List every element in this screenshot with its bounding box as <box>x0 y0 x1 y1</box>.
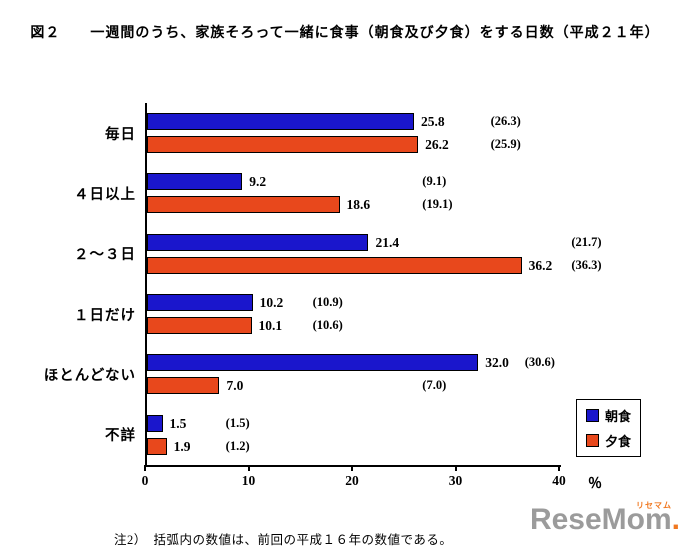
bar-value-label: 1.5 <box>169 415 187 431</box>
x-tick-mark <box>351 465 353 471</box>
bar-group: 1.5 (1.5) 1.9 (1.2) <box>147 414 561 455</box>
bar-row-dinner: 1.9 (1.2) <box>147 437 561 455</box>
legend-label-dinner: 夕食 <box>605 434 632 449</box>
bar-row-dinner: 36.2 (36.3) <box>147 256 602 274</box>
footnote: 注2） 括弧内の数値は、前回の平成１６年の数値である。 <box>114 533 453 547</box>
x-tick-label: 40 <box>552 473 566 488</box>
bar-group: 25.8 (26.3) 26.2 (25.9) <box>147 113 561 154</box>
x-axis-ticks: 0 10 20 30 40 <box>142 465 566 495</box>
bar-breakfast <box>147 233 369 251</box>
bar-group: 32.0 (30.6) 7.0 (7.0) <box>147 354 561 395</box>
x-tick-label: 30 <box>448 473 463 488</box>
bar-prev-value-label: (10.6) <box>312 318 343 333</box>
bar-breakfast <box>147 354 479 372</box>
category-label: 毎日 <box>105 126 136 143</box>
bar-prev-value-label: (26.3) <box>490 114 521 129</box>
bar-row-breakfast: 1.5 (1.5) <box>147 414 561 432</box>
bar-value-label: 7.0 <box>226 378 244 394</box>
bar-value-label: 36.2 <box>528 257 553 273</box>
x-tick-label: 20 <box>345 473 359 488</box>
bar-row-breakfast: 10.2 (10.9) <box>147 294 561 312</box>
bar-value-label: 10.1 <box>258 318 283 334</box>
bar-group: 10.2 (10.9) 10.1 (10.6) <box>147 294 561 335</box>
bar-prev-value-label: (36.3) <box>571 257 602 272</box>
bar-row-dinner: 7.0 (7.0) <box>147 377 561 395</box>
category-label: ４日以上 <box>74 186 136 203</box>
legend-label-breakfast: 朝食 <box>605 409 632 424</box>
chart-title: 図２ 一週間のうち、家族そろって一緒に食事（朝食及び夕食）をする日数（平成２１年… <box>30 26 660 41</box>
x-tick-label: 0 <box>141 473 149 488</box>
legend-swatch-breakfast-icon <box>586 409 599 422</box>
bar-dinner <box>147 136 419 154</box>
bar-value-label: 10.2 <box>259 295 284 311</box>
x-tick-mark <box>558 465 560 471</box>
bar-prev-value-label: (9.1) <box>422 174 447 189</box>
bar-value-label: 25.8 <box>421 114 445 130</box>
bar-dinner <box>147 437 167 455</box>
bar-dinner <box>147 377 220 395</box>
bar-row-breakfast: 21.4 (21.7) <box>147 233 602 251</box>
plot-area: 25.8 (26.3) 26.2 (25.9) 9.2 (9.1) 18.6 (19.1) 21… <box>145 103 602 467</box>
watermark-text: ReseMom <box>529 503 672 536</box>
watermark-logo: リセマム ReseMom. <box>529 501 680 537</box>
bar-prev-value-label: (21.7) <box>571 234 602 249</box>
category-label: １日だけ <box>74 307 136 324</box>
x-tick-mark <box>454 465 457 471</box>
bar-value-label: 32.0 <box>485 355 509 371</box>
bar-prev-value-label: (30.6) <box>524 355 555 370</box>
legend: 朝食 夕食 <box>576 399 642 457</box>
bar-breakfast <box>147 294 253 312</box>
bar-breakfast <box>147 173 243 191</box>
bar-group: 21.4 (21.7) 36.2 (36.3) <box>147 233 602 274</box>
bar-row-breakfast: 25.8 (26.3) <box>147 113 561 131</box>
bar-row-dinner: 10.1 (10.6) <box>147 317 561 335</box>
bar-value-label: 21.4 <box>375 234 400 250</box>
bar-value-label: 9.2 <box>249 174 267 190</box>
bar-prev-value-label: (1.2) <box>225 438 250 453</box>
category-label: 不詳 <box>105 428 136 445</box>
watermark-ruby: リセマム <box>636 501 672 510</box>
bar-prev-value-label: (1.5) <box>225 415 250 430</box>
bar-row-dinner: 18.6 (19.1) <box>147 196 561 214</box>
bar-prev-value-label: (10.9) <box>312 295 343 310</box>
bar-value-label: 26.2 <box>425 137 449 153</box>
x-tick-mark <box>144 465 146 471</box>
x-axis-unit-label: ％ <box>588 477 602 492</box>
x-tick-label: 10 <box>241 473 256 488</box>
legend-swatch-dinner-icon <box>586 434 599 447</box>
bar-breakfast <box>147 414 163 432</box>
category-axis: 毎日 ４日以上 ２～３日 １日だけほとんどない不詳 <box>0 103 136 465</box>
bar-prev-value-label: (25.9) <box>490 137 521 152</box>
bar-prev-value-label: (7.0) <box>422 378 447 393</box>
bar-prev-value-label: (19.1) <box>422 197 453 212</box>
bar-dinner <box>147 256 522 274</box>
x-tick-mark <box>247 465 250 471</box>
bar-dinner <box>147 317 252 335</box>
bar-dinner <box>147 196 340 214</box>
category-label: ２～３日 <box>74 247 136 264</box>
bar-breakfast <box>147 113 415 131</box>
category-label: ほとんどない <box>43 367 136 384</box>
bar-row-dinner: 26.2 (25.9) <box>147 136 561 154</box>
legend-entry-dinner: 夕食 <box>586 431 631 450</box>
bar-row-breakfast: 32.0 (30.6) <box>147 354 561 372</box>
legend-entry-breakfast: 朝食 <box>586 406 631 425</box>
bar-value-label: 18.6 <box>346 197 371 213</box>
bar-group: 9.2 (9.1) 18.6 (19.1) <box>147 173 561 214</box>
bar-row-breakfast: 9.2 (9.1) <box>147 173 561 191</box>
bar-value-label: 1.9 <box>173 438 191 454</box>
watermark-dot: . <box>671 503 680 536</box>
